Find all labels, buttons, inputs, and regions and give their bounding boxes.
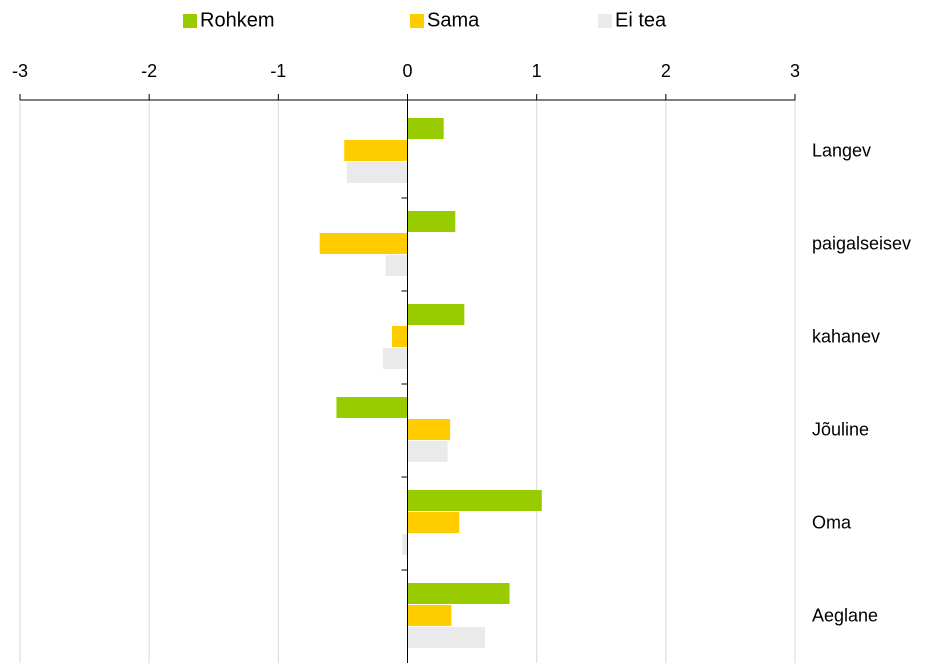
bar [407,605,452,626]
legend-label: Sama [427,9,480,31]
y-tick-label: paigalseisev [812,233,911,253]
bar [407,304,465,325]
bar [382,348,408,369]
x-tick-label: 2 [661,61,671,81]
y-tick-label: Jõuline [812,419,869,439]
legend-label: Ei tea [615,9,667,31]
bar [392,326,408,347]
legend-swatch [598,14,612,28]
bar [407,419,451,440]
bar [407,583,510,604]
y-tick-label: Oma [812,512,852,532]
bar [344,140,408,161]
bar [346,162,408,183]
y-tick-label: Aeglane [812,605,878,625]
bar [407,211,456,232]
legend-swatch [410,14,424,28]
bar [319,233,408,254]
y-tick-label: Langev [812,140,871,160]
x-tick-label: -3 [12,61,28,81]
x-tick-label: 1 [532,61,542,81]
bar [407,512,460,533]
bar [407,627,485,648]
x-tick-label: 3 [790,61,800,81]
bar [336,397,408,418]
bar [407,441,448,462]
bar [407,118,444,139]
bar [385,255,408,276]
x-tick-label: -1 [270,61,286,81]
x-tick-label: 0 [402,61,412,81]
legend-swatch [183,14,197,28]
legend-label: Rohkem [200,9,274,31]
y-tick-label: kahanev [812,326,880,346]
x-tick-label: -2 [141,61,157,81]
bar [402,534,408,555]
bar [407,490,542,511]
